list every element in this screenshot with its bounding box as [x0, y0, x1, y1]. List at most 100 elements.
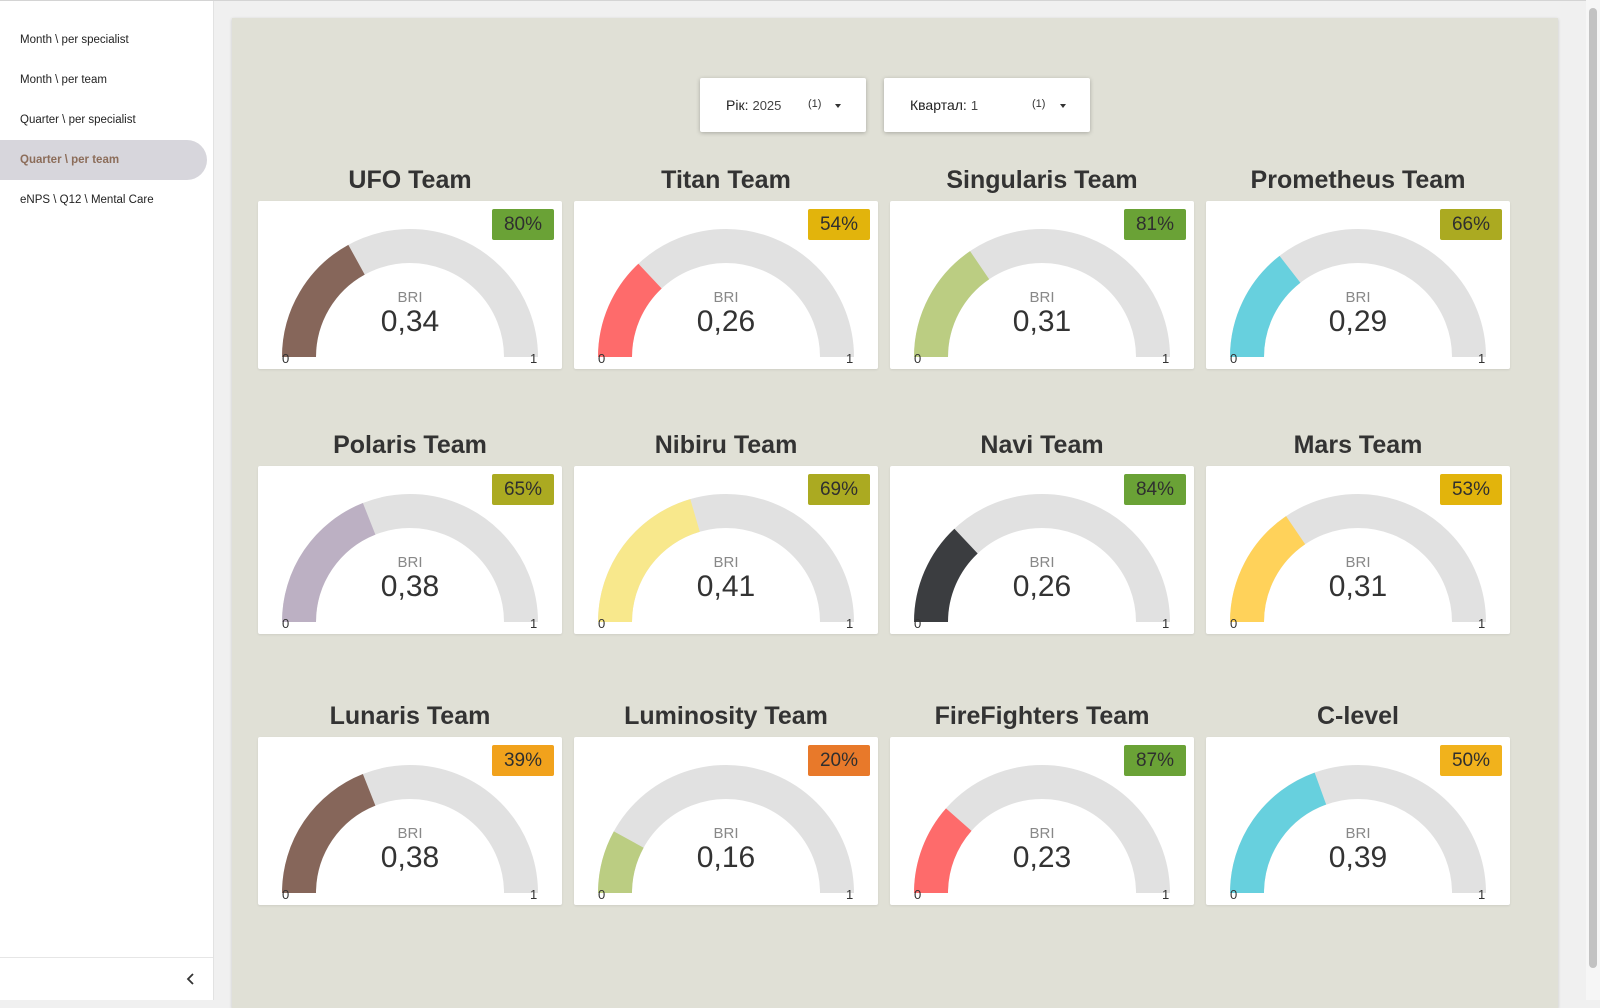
percent-badge: 54%	[808, 209, 870, 240]
gauge-max-label: 1	[1162, 351, 1170, 366]
window-top-border	[0, 0, 1600, 1]
sidebar-item-month-per-specialist[interactable]: Month \ per specialist	[0, 20, 207, 60]
sidebar: Month \ per specialist Month \ per team …	[0, 1, 214, 1000]
gauge-value-arc	[1230, 255, 1301, 358]
percent-badge: 69%	[808, 474, 870, 505]
scrollbar-thumb[interactable]	[1589, 8, 1597, 968]
gauge-value-arc	[914, 528, 979, 623]
gauge-value-arc	[598, 831, 644, 894]
gauge-max-label: 1	[1162, 887, 1170, 902]
gauge-chart	[282, 229, 538, 358]
bri-value: 0,31	[1328, 570, 1388, 603]
sidebar-item-quarter-per-specialist[interactable]: Quarter \ per specialist	[0, 100, 207, 140]
percent-badge: 20%	[808, 745, 870, 776]
gauge-chart	[598, 494, 854, 623]
gauge-chart	[282, 494, 538, 623]
gauge-chart	[282, 765, 538, 894]
sidebar-item-label: eNPS \ Q12 \ Mental Care	[20, 194, 154, 206]
percent-badge: 50%	[1440, 745, 1502, 776]
bri-label: BRI	[1029, 554, 1055, 571]
gauge-min-label: 0	[914, 887, 922, 902]
gauge-chart	[1230, 229, 1486, 358]
bri-label: BRI	[713, 554, 739, 571]
team-gauge-card: 87% BRI 0,23 0 1	[890, 737, 1194, 905]
sidebar-item-month-per-team[interactable]: Month \ per team	[0, 60, 207, 100]
year-filter-label: Рік:	[726, 97, 749, 113]
dashboard-panel: Рік: 2025 (1) Квартал: 1 (1) UFO Team 80%…	[232, 18, 1558, 1008]
bri-label: BRI	[1029, 825, 1055, 842]
sidebar-item-label: Quarter \ per specialist	[20, 114, 136, 126]
bri-label: BRI	[397, 554, 423, 571]
gauge-max-label: 1	[846, 887, 854, 902]
team-title: Titan Team	[661, 166, 791, 194]
team-gauge-card: 69% BRI 0,41 0 1	[574, 466, 878, 634]
year-filter[interactable]: Рік: 2025 (1)	[700, 78, 866, 132]
percent-badge: 81%	[1124, 209, 1186, 240]
team-gauge-card: 39% BRI 0,38 0 1	[258, 737, 562, 905]
bri-value: 0,29	[1328, 305, 1388, 338]
gauge-min-label: 0	[914, 351, 922, 366]
gauge-max-label: 1	[1478, 887, 1486, 902]
bri-label: BRI	[1345, 289, 1371, 306]
gauge-chart	[914, 765, 1170, 894]
bri-label: BRI	[1029, 289, 1055, 306]
collapse-sidebar-button[interactable]	[182, 970, 200, 988]
bri-value: 0,16	[696, 841, 756, 874]
bri-value: 0,38	[380, 570, 440, 603]
team-gauge-card: 50% BRI 0,39 0 1	[1206, 737, 1510, 905]
team-title: UFO Team	[348, 166, 472, 194]
gauge-chart	[914, 229, 1170, 358]
gauge-min-label: 0	[598, 616, 606, 631]
bri-label: BRI	[713, 825, 739, 842]
gauge-value-arc	[1230, 516, 1306, 623]
gauge-min-label: 0	[598, 887, 606, 902]
scrollbar[interactable]	[1586, 0, 1600, 1000]
gauge-max-label: 1	[846, 351, 854, 366]
quarter-filter-count: (1)	[1032, 98, 1046, 110]
gauge-max-label: 1	[530, 351, 538, 366]
sidebar-item-enps-q12-mental-care[interactable]: eNPS \ Q12 \ Mental Care	[0, 180, 207, 220]
team-title: FireFighters Team	[934, 702, 1150, 730]
bri-value: 0,34	[380, 305, 440, 338]
team-title: Luminosity Team	[624, 702, 828, 730]
bri-label: BRI	[1345, 554, 1371, 571]
gauge-max-label: 1	[530, 616, 538, 631]
team-title: Nibiru Team	[654, 431, 798, 459]
gauge-value-arc	[282, 502, 376, 623]
bri-label: BRI	[1345, 825, 1371, 842]
bri-label: BRI	[397, 825, 423, 842]
gauge-max-label: 1	[1478, 351, 1486, 366]
team-title: Mars Team	[1293, 431, 1423, 459]
bri-value: 0,26	[1012, 570, 1072, 603]
team-gauge-card: 53% BRI 0,31 0 1	[1206, 466, 1510, 634]
gauge-chart	[598, 229, 854, 358]
team-gauge-card: 80% BRI 0,34 0 1	[258, 201, 562, 369]
gauge-chart	[1230, 494, 1486, 623]
percent-badge: 39%	[492, 745, 554, 776]
gauge-value-arc	[914, 251, 990, 358]
team-gauge-card: 66% BRI 0,29 0 1	[1206, 201, 1510, 369]
team-gauge-card: 54% BRI 0,26 0 1	[574, 201, 878, 369]
gauge-chart	[598, 765, 854, 894]
gauge-min-label: 0	[282, 616, 290, 631]
caret-down-icon	[1060, 104, 1066, 108]
team-title: C-level	[1317, 702, 1399, 730]
sidebar-item-label: Quarter \ per team	[20, 154, 120, 166]
bri-label: BRI	[397, 289, 423, 306]
team-title: Polaris Team	[333, 431, 487, 459]
quarter-filter-value: 1	[970, 97, 979, 113]
quarter-filter[interactable]: Квартал: 1 (1)	[884, 78, 1090, 132]
team-gauge-card: 65% BRI 0,38 0 1	[258, 466, 562, 634]
team-gauge-card: 84% BRI 0,26 0 1	[890, 466, 1194, 634]
bri-value: 0,23	[1012, 841, 1072, 874]
sidebar-footer	[0, 957, 213, 1001]
percent-badge: 84%	[1124, 474, 1186, 505]
gauge-max-label: 1	[530, 887, 538, 902]
caret-down-icon	[835, 104, 841, 108]
sidebar-item-quarter-per-team[interactable]: Quarter \ per team	[0, 140, 207, 180]
year-filter-count: (1)	[808, 98, 822, 110]
gauge-min-label: 0	[282, 351, 290, 366]
team-title: Singularis Team	[946, 166, 1138, 194]
team-gauge-card: 20% BRI 0,16 0 1	[574, 737, 878, 905]
team-title: Lunaris Team	[329, 702, 491, 730]
